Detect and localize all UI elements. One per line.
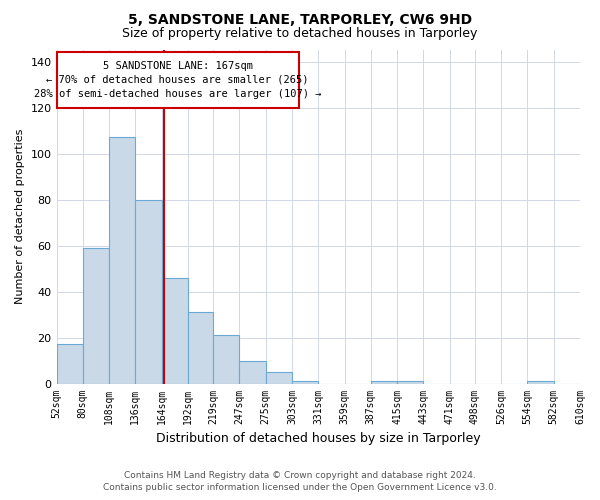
Bar	[109, 138, 136, 384]
Bar	[56, 52, 299, 108]
Bar	[56, 344, 83, 384]
Bar	[292, 382, 318, 384]
Bar	[371, 382, 397, 384]
Y-axis label: Number of detached properties: Number of detached properties	[15, 129, 25, 304]
X-axis label: Distribution of detached houses by size in Tarporley: Distribution of detached houses by size …	[156, 432, 481, 445]
Text: 5, SANDSTONE LANE, TARPORLEY, CW6 9HD: 5, SANDSTONE LANE, TARPORLEY, CW6 9HD	[128, 12, 472, 26]
Bar	[527, 382, 554, 384]
Bar	[161, 278, 188, 384]
Bar	[213, 335, 239, 384]
Bar	[83, 248, 109, 384]
Bar	[136, 200, 161, 384]
Bar	[397, 382, 424, 384]
Text: Contains HM Land Registry data © Crown copyright and database right 2024.
Contai: Contains HM Land Registry data © Crown c…	[103, 471, 497, 492]
Text: 5 SANDSTONE LANE: 167sqm
← 70% of detached houses are smaller (265)
28% of semi-: 5 SANDSTONE LANE: 167sqm ← 70% of detach…	[34, 61, 322, 99]
Bar	[266, 372, 292, 384]
Bar	[239, 360, 266, 384]
Text: Size of property relative to detached houses in Tarporley: Size of property relative to detached ho…	[122, 28, 478, 40]
Bar	[188, 312, 213, 384]
